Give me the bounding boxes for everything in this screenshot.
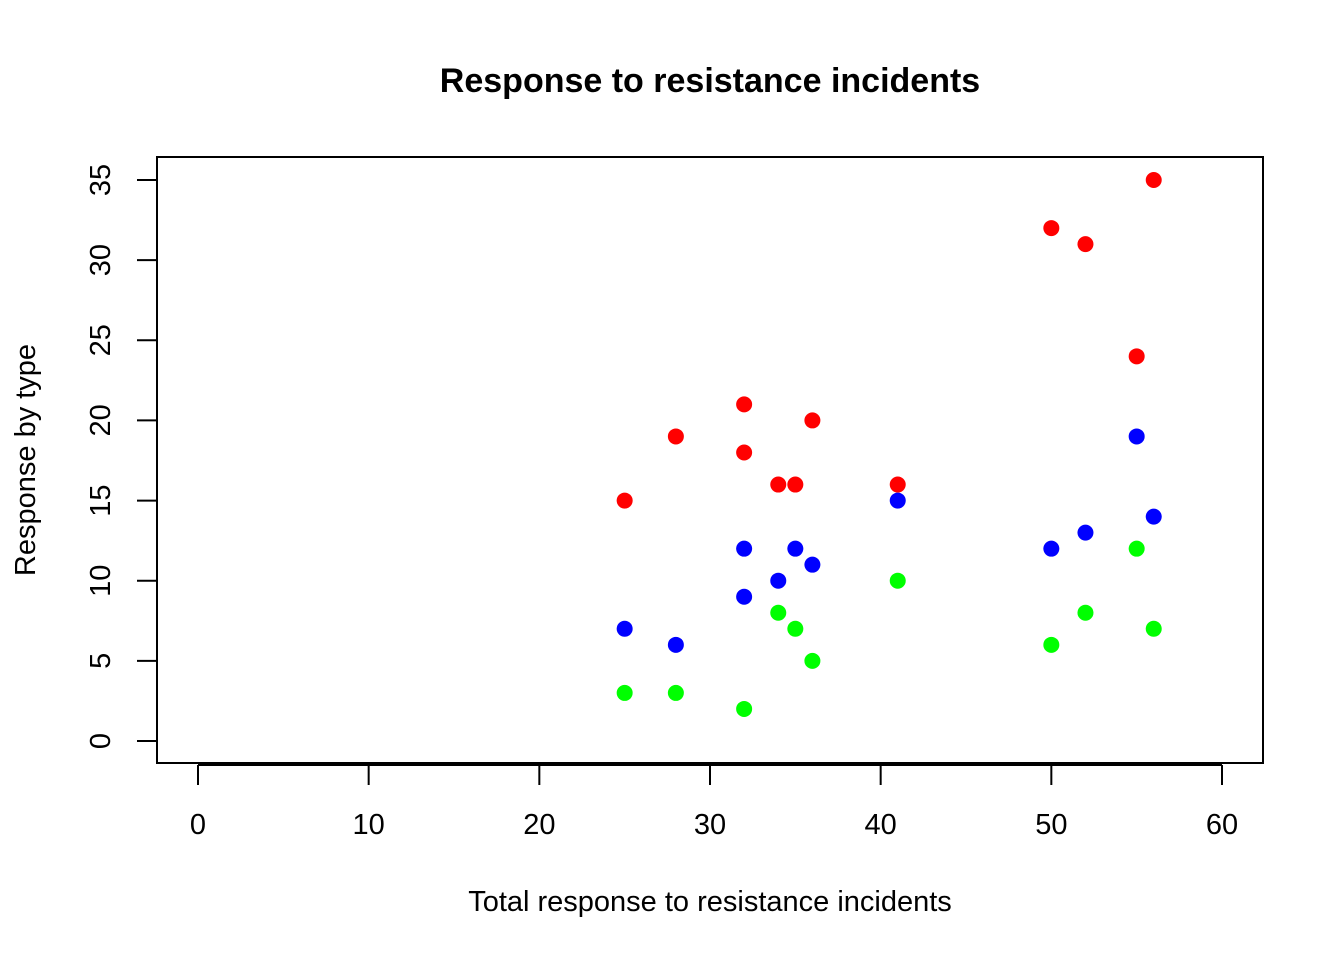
data-points xyxy=(616,172,1162,717)
data-point xyxy=(1145,508,1162,525)
data-point xyxy=(787,540,804,557)
y-tick-label: 5 xyxy=(85,653,117,669)
data-point xyxy=(787,620,804,637)
data-point xyxy=(889,476,906,493)
x-tick-label: 0 xyxy=(190,809,206,841)
x-tick-label: 60 xyxy=(1206,809,1238,841)
data-point xyxy=(667,428,684,445)
data-point xyxy=(616,620,633,637)
data-point xyxy=(770,476,787,493)
data-point xyxy=(1128,348,1145,365)
y-axis-label: Response by type xyxy=(10,344,42,576)
y-tick-label: 0 xyxy=(85,733,117,749)
data-point xyxy=(1145,620,1162,637)
y-tick-label: 30 xyxy=(85,244,117,276)
data-point xyxy=(1145,172,1162,188)
data-point xyxy=(804,556,821,573)
data-point xyxy=(736,700,753,717)
data-point xyxy=(1043,220,1060,237)
x-axis-label: Total response to resistance incidents xyxy=(468,886,952,918)
x-tick-label: 50 xyxy=(1035,809,1067,841)
data-point xyxy=(889,492,906,509)
data-point xyxy=(736,588,753,605)
data-point xyxy=(616,684,633,701)
chart-title: Response to resistance incidents xyxy=(440,62,980,100)
data-point xyxy=(736,540,753,557)
data-point xyxy=(770,604,787,621)
data-point xyxy=(1043,636,1060,653)
data-point xyxy=(736,444,753,461)
data-point xyxy=(804,412,821,429)
data-point xyxy=(1077,604,1094,621)
data-point xyxy=(667,636,684,653)
data-point xyxy=(1128,540,1145,557)
x-tick-label: 10 xyxy=(353,809,385,841)
x-tick-label: 30 xyxy=(694,809,726,841)
data-point xyxy=(1077,236,1094,253)
data-point xyxy=(1077,524,1094,541)
data-point xyxy=(616,492,633,509)
y-tick-label: 35 xyxy=(85,164,117,196)
data-point xyxy=(667,684,684,701)
y-tick-label: 10 xyxy=(85,565,117,597)
data-point xyxy=(787,476,804,493)
x-tick-label: 20 xyxy=(523,809,555,841)
x-tick-label: 40 xyxy=(865,809,897,841)
y-tick-label: 20 xyxy=(85,404,117,436)
data-point xyxy=(1043,540,1060,557)
data-point xyxy=(736,396,753,413)
y-tick-label: 25 xyxy=(85,324,117,356)
data-point xyxy=(889,572,906,589)
y-tick-label: 15 xyxy=(85,484,117,516)
data-point xyxy=(804,652,821,669)
plot-area xyxy=(156,156,1264,764)
data-point xyxy=(770,572,787,589)
data-point xyxy=(1128,428,1145,445)
y-axis: 0 5 10 15 20 25 30 35 xyxy=(85,164,158,749)
x-axis: 0 10 20 30 40 50 60 xyxy=(190,764,1238,841)
